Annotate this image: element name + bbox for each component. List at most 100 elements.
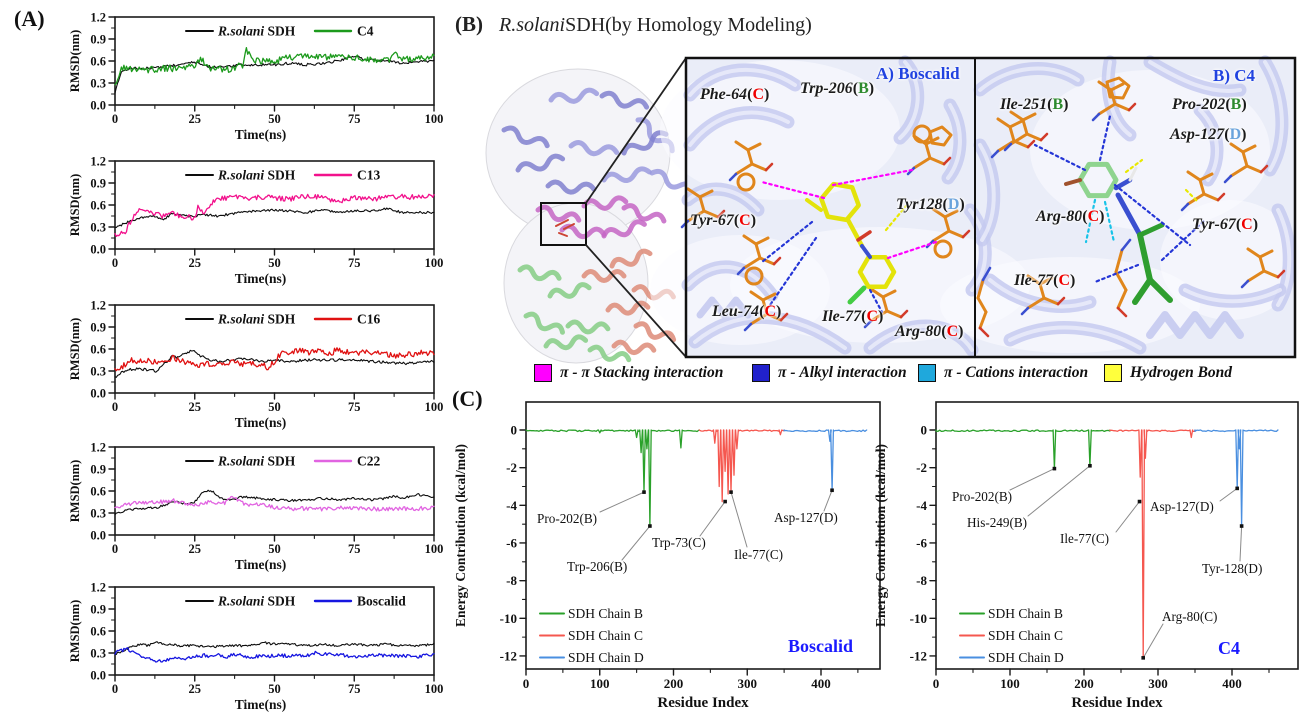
x-tick-label: 0 bbox=[112, 256, 118, 270]
x-tick-label: 0 bbox=[112, 542, 118, 556]
y-tick-label: 0 bbox=[511, 423, 518, 438]
annotation-label: Asp-127(D) bbox=[774, 510, 838, 525]
y-tick-label: 0.6 bbox=[90, 343, 106, 357]
x-tick-label: 25 bbox=[189, 682, 202, 696]
series-boscalid bbox=[114, 647, 435, 663]
y-tick-label: -6 bbox=[506, 535, 517, 550]
x-tick-label: 25 bbox=[189, 542, 202, 556]
x-tick-label: 75 bbox=[348, 400, 361, 414]
y-tick-label: 1.2 bbox=[90, 581, 106, 595]
x-tick-label: 50 bbox=[268, 542, 281, 556]
residue-label-ile-77: Ile-77(C) bbox=[822, 308, 884, 325]
residue-label-tyr-67: Tyr-67(C) bbox=[1192, 216, 1259, 233]
annotation-label: Ile-77(C) bbox=[1060, 531, 1109, 546]
rmsd-chart-c22: 0.0 0.3 0.6 0.9 1.2 0 25 50 75 100 RMSD(nm) Time(ns… bbox=[0, 431, 450, 579]
ligand-boscalid bbox=[805, 181, 897, 305]
chart-tag: Boscalid bbox=[788, 636, 853, 656]
y-tick-label: 0.0 bbox=[90, 243, 106, 257]
rmsd-plot: 0.0 0.3 0.6 0.9 1.2 0 25 50 75 100 RMSD(nm) Time(ns… bbox=[68, 155, 443, 287]
annotation-marker bbox=[723, 499, 727, 504]
plot-box bbox=[935, 401, 1299, 670]
y-tick-label: 0.9 bbox=[90, 321, 106, 335]
annotation-label: Asp-127(D) bbox=[1150, 499, 1214, 514]
y-tick-label: 0.3 bbox=[90, 507, 106, 521]
panel-a-label: (A) bbox=[14, 6, 45, 31]
residue-label-leu-74: Leu-74(C) bbox=[712, 303, 782, 320]
residue-sticks bbox=[925, 207, 971, 259]
legend-color-swatch bbox=[1104, 364, 1122, 382]
x-tick-label: 100 bbox=[425, 542, 444, 556]
interaction-legend-item: π - Alkyl interaction bbox=[752, 363, 907, 383]
legend-ref-label: R.solani SDH bbox=[217, 454, 296, 469]
residue-label-trp-206: Trp-206(B) bbox=[800, 80, 875, 97]
residue-sticks bbox=[1240, 247, 1286, 289]
y-tick-label: -2 bbox=[916, 460, 927, 475]
legend-entry: SDH Chain C bbox=[988, 628, 1063, 643]
x-tick-label: 0 bbox=[112, 400, 118, 414]
y-tick-label: 0.6 bbox=[90, 485, 106, 499]
series-c16 bbox=[114, 347, 435, 372]
y-tick-label: -8 bbox=[916, 573, 927, 588]
annotation-label: Pro-202(B) bbox=[537, 511, 597, 526]
legend-ref-label: R.solani SDH bbox=[217, 312, 296, 327]
annotation-marker bbox=[1235, 486, 1239, 491]
y-tick-label: 0 bbox=[921, 423, 928, 438]
y-tick-label: -12 bbox=[500, 648, 517, 663]
x-axis-title: Time(ns) bbox=[235, 271, 287, 286]
annotation-label: Trp-73(C) bbox=[652, 535, 706, 550]
y-tick-label: 1.2 bbox=[90, 299, 106, 313]
x-axis-title: Residue Index bbox=[1071, 695, 1163, 711]
binding-site-art bbox=[485, 55, 1300, 364]
residue-sticks bbox=[1003, 110, 1049, 152]
annotation-label: Pro-202(B) bbox=[952, 489, 1012, 504]
rmsd-chart-boscalid: 0.0 0.3 0.6 0.9 1.2 0 25 50 75 100 RMSD(nm) Time(ns… bbox=[0, 571, 450, 714]
y-tick-label: 1.2 bbox=[90, 441, 106, 455]
residue-sticks bbox=[728, 140, 774, 192]
x-tick-label: 400 bbox=[1222, 676, 1242, 691]
y-tick-label: 0.0 bbox=[90, 669, 106, 683]
panel-b-title-rest: SDH(by Homology Modeling) bbox=[565, 14, 812, 36]
x-tick-label: 100 bbox=[1000, 676, 1020, 691]
x-tick-label: 75 bbox=[348, 256, 361, 270]
x-axis-title: Time(ns) bbox=[235, 415, 287, 430]
plot-box bbox=[525, 401, 881, 670]
residue-label-pro-202: Pro-202(B) bbox=[1172, 96, 1247, 113]
x-tick-label: 50 bbox=[268, 400, 281, 414]
y-tick-label: -6 bbox=[916, 535, 927, 550]
rmsd-chart-c4: 0.0 0.3 0.6 0.9 1.2 0 25 50 75 100 RMSD(nm) Time(ns… bbox=[0, 1, 450, 149]
legend-entry: SDH Chain C bbox=[568, 628, 643, 643]
x-tick-label: 100 bbox=[590, 676, 610, 691]
x-tick-label: 200 bbox=[1074, 676, 1094, 691]
y-tick-label: -10 bbox=[500, 611, 517, 626]
energy-chart-boscalid: 0 -2 -4 -6 -8 -10 -12 0 100 200 300 400 Energy Contr… bbox=[450, 390, 884, 714]
panel-b-label: (B) bbox=[455, 12, 483, 36]
annotation-label: Tyr-128(D) bbox=[1202, 561, 1262, 576]
legend-entry: SDH Chain D bbox=[988, 650, 1064, 665]
chain-c bbox=[698, 429, 785, 503]
y-axis-title: RMSD(nm) bbox=[68, 174, 82, 237]
residue-label-ile-77: Ile-77(C) bbox=[1014, 272, 1076, 289]
rmsd-plot: 0.0 0.3 0.6 0.9 1.2 0 25 50 75 100 RMSD(nm) Time(ns… bbox=[68, 11, 443, 143]
residue-sticks bbox=[1020, 274, 1066, 316]
rmsd-chart-c13: 0.0 0.3 0.6 0.9 1.2 0 25 50 75 100 RMSD(nm) Time(ns… bbox=[0, 145, 450, 293]
y-tick-label: 0.9 bbox=[90, 603, 106, 617]
y-tick-label: 0.6 bbox=[90, 625, 106, 639]
panel-b-title-species: R.solani bbox=[499, 14, 566, 36]
rmsd-plot: 0.0 0.3 0.6 0.9 1.2 0 25 50 75 100 RMSD(nm) Time(ns… bbox=[68, 299, 443, 431]
x-tick-label: 25 bbox=[189, 400, 202, 414]
y-tick-label: 0.9 bbox=[90, 463, 106, 477]
legend-label: π - π Stacking interaction bbox=[560, 364, 724, 381]
annotation-marker bbox=[648, 524, 652, 528]
x-tick-label: 25 bbox=[189, 112, 202, 126]
y-tick-label: 0.0 bbox=[90, 387, 106, 401]
residue-label-tyr-67: Tyr-67(C) bbox=[690, 212, 757, 229]
ligand-c4 bbox=[1064, 161, 1173, 305]
y-tick-label: 0.6 bbox=[90, 199, 106, 213]
residue-label-arg-80: Arg-80(C) bbox=[1036, 208, 1105, 225]
x-tick-label: 300 bbox=[738, 676, 758, 691]
panel-c-label: (C) bbox=[452, 386, 483, 411]
series-sdh bbox=[114, 207, 435, 229]
protein-overview bbox=[485, 68, 697, 364]
residue-sticks bbox=[736, 234, 782, 286]
